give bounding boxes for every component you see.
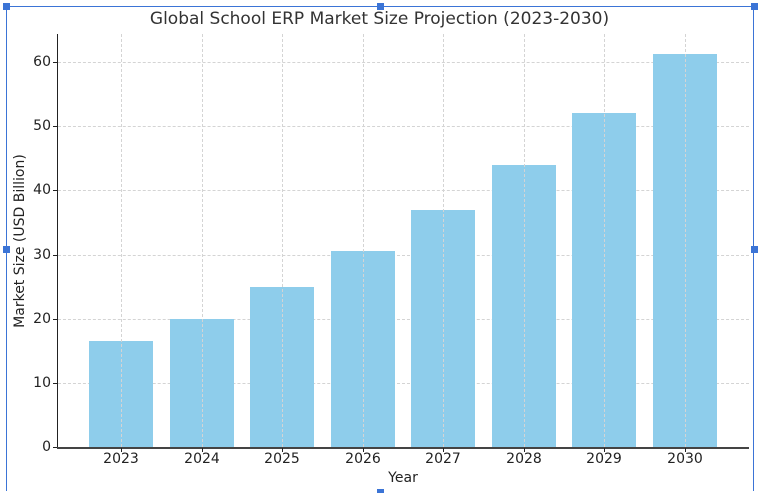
x-axis-line xyxy=(57,447,749,449)
gridline-vertical xyxy=(604,34,605,447)
x-tick-label: 2024 xyxy=(184,451,220,467)
x-tick-mark xyxy=(604,448,605,452)
gridline-vertical xyxy=(524,34,525,447)
x-tick-label: 2029 xyxy=(586,451,622,467)
y-tick-label: 10 xyxy=(33,375,51,391)
y-tick-mark xyxy=(53,319,57,320)
resize-handle-top-right[interactable] xyxy=(751,3,758,10)
x-tick-label: 2023 xyxy=(103,451,139,467)
gridline-horizontal xyxy=(58,126,749,127)
y-axis-label: Market Size (USD Billion) xyxy=(12,154,28,328)
y-axis-line xyxy=(57,34,58,448)
x-tick-mark xyxy=(685,448,686,452)
gridline-vertical xyxy=(202,34,203,447)
y-tick-label: 60 xyxy=(33,54,51,70)
resize-handle-right[interactable] xyxy=(751,246,758,253)
x-tick-label: 2025 xyxy=(264,451,300,467)
gridline-horizontal xyxy=(58,383,749,384)
x-tick-mark xyxy=(282,448,283,452)
resize-handle-top-left[interactable] xyxy=(3,3,10,10)
y-tick-mark xyxy=(53,255,57,256)
x-tick-mark xyxy=(443,448,444,452)
y-tick-label: 0 xyxy=(42,439,51,455)
resize-handle-top[interactable] xyxy=(377,3,384,10)
gridline-vertical xyxy=(282,34,283,447)
x-tick-mark xyxy=(202,448,203,452)
gridline-vertical xyxy=(363,34,364,447)
y-tick-label: 40 xyxy=(33,182,51,198)
y-tick-mark xyxy=(53,190,57,191)
gridline-vertical xyxy=(685,34,686,447)
x-tick-mark xyxy=(363,448,364,452)
y-tick-mark xyxy=(53,383,57,384)
x-tick-label: 2026 xyxy=(345,451,381,467)
chart-title: Global School ERP Market Size Projection… xyxy=(149,9,610,29)
gridline-vertical xyxy=(443,34,444,447)
x-tick-mark xyxy=(524,448,525,452)
y-tick-mark xyxy=(53,126,57,127)
y-tick-mark xyxy=(53,62,57,63)
gridline-horizontal xyxy=(58,319,749,320)
x-axis-label: Year xyxy=(388,470,418,486)
gridline-horizontal xyxy=(58,62,749,63)
y-tick-label: 30 xyxy=(33,247,51,263)
y-tick-mark xyxy=(53,447,57,448)
y-tick-label: 20 xyxy=(33,311,51,327)
gridline-horizontal xyxy=(58,255,749,256)
x-tick-label: 2027 xyxy=(425,451,461,467)
y-tick-label: 50 xyxy=(33,118,51,134)
resize-handle-left[interactable] xyxy=(3,246,10,253)
x-tick-label: 2028 xyxy=(506,451,542,467)
gridline-vertical xyxy=(121,34,122,447)
x-tick-mark xyxy=(121,448,122,452)
resize-handle-bottom[interactable] xyxy=(377,489,384,493)
gridline-horizontal xyxy=(58,190,749,191)
x-tick-label: 2030 xyxy=(667,451,703,467)
